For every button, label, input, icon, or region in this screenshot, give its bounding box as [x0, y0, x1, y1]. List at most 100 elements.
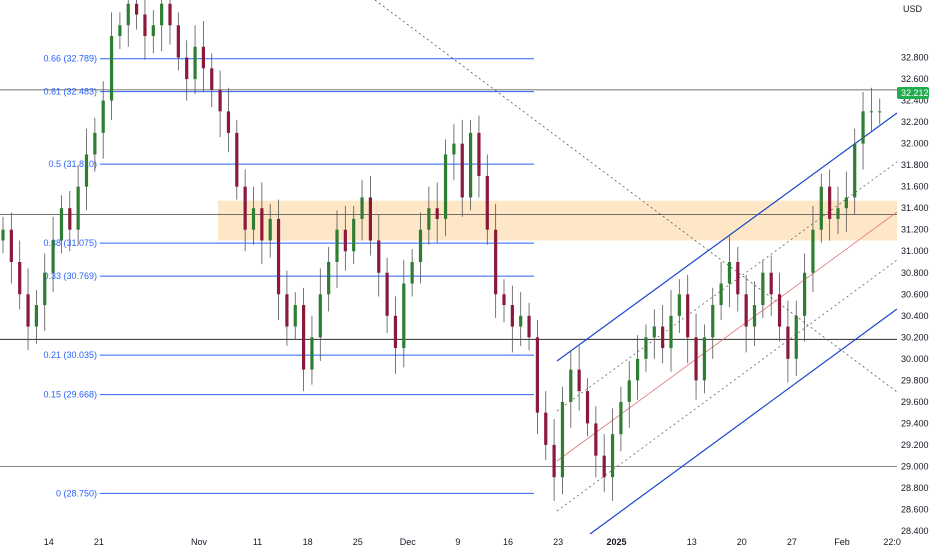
- channel-upper-inner-dotted: [556, 161, 898, 412]
- price-tick-label: 29.200: [901, 440, 929, 450]
- candle-body: [109, 36, 114, 101]
- candle-body: [786, 326, 790, 359]
- candle-body: [402, 283, 406, 349]
- price-tick-label: 30.000: [901, 354, 929, 364]
- channel-mid-line: [556, 211, 898, 462]
- candle-body: [59, 208, 64, 241]
- fib-level-label: 0.21 (30.035): [43, 350, 97, 360]
- candle-body: [185, 57, 189, 80]
- price-tick-label: 31.600: [901, 182, 929, 192]
- candle-body: [602, 455, 606, 478]
- price-tick-label: 28.600: [901, 504, 929, 514]
- candle-body: [68, 208, 72, 230]
- horizontal-lines: [0, 89, 897, 467]
- resistance-zone: [218, 200, 897, 241]
- candle-body: [878, 111, 882, 113]
- candle-body: [318, 294, 322, 338]
- candle-body: [460, 143, 464, 198]
- candle-body: [828, 186, 832, 219]
- candle-body: [594, 423, 598, 456]
- fib-level-label: 0.15 (29.668): [43, 390, 97, 400]
- time-axis[interactable]: 14 21 Nov 11 18 25 Dec 9 16 23 2025 13 20 27 Feb 22:0: [44, 537, 901, 547]
- candle-body: [702, 337, 706, 381]
- candle-body: [736, 262, 740, 295]
- channel-upper-line: [556, 112, 898, 362]
- candle-body: [285, 294, 289, 327]
- candle-body: [393, 315, 398, 349]
- price-tick-label: 31.400: [901, 203, 929, 213]
- candle-body: [819, 186, 823, 230]
- candle-body: [636, 358, 640, 381]
- fib-level-label: 0.5 (31.810): [48, 159, 97, 169]
- price-tick-label: 32.000: [901, 139, 929, 149]
- price-axis[interactable]: USD 32.800 32.600 32.400 32.200 32.000 31.800…: [901, 4, 929, 536]
- candle-body: [201, 46, 205, 69]
- candle-body: [410, 262, 414, 284]
- candle-body: [610, 434, 615, 478]
- candle-body: [193, 46, 197, 80]
- candle-body: [118, 25, 122, 37]
- candle-body: [327, 262, 331, 295]
- candle-body: [494, 229, 498, 295]
- price-tick-label: 31.200: [901, 225, 929, 235]
- candle-body: [9, 229, 13, 262]
- candle-body: [761, 272, 765, 306]
- date-tick-label: 16: [503, 537, 513, 547]
- date-tick-label: 9: [455, 537, 460, 547]
- date-tick-label: 11: [253, 537, 262, 547]
- price-tick-label: 31.000: [901, 246, 929, 256]
- candle-body: [302, 305, 306, 370]
- candle-body: [861, 111, 865, 144]
- candle-body: [519, 315, 523, 327]
- candle-body: [869, 111, 873, 113]
- candle-body: [385, 272, 389, 316]
- candle-body: [652, 326, 656, 338]
- candle-body: [435, 208, 439, 219]
- candle-body: [627, 380, 631, 402]
- candle-body: [135, 3, 139, 15]
- candle-body: [1, 229, 5, 241]
- candle-body: [719, 283, 723, 306]
- candle-body: [836, 208, 840, 219]
- candle-body: [777, 294, 782, 327]
- candle-body: [619, 401, 623, 435]
- candle-body: [176, 25, 180, 58]
- candle-body: [443, 154, 448, 219]
- current-price-badge-bg: [897, 87, 929, 99]
- candle-body: [661, 326, 665, 349]
- candlestick-series: [1, 0, 882, 501]
- channel-lower-line: [589, 308, 898, 535]
- candle-body: [343, 229, 347, 252]
- candle-body: [694, 337, 698, 381]
- candle-body: [235, 132, 239, 187]
- candle-body: [644, 337, 648, 359]
- candle-body: [560, 401, 565, 478]
- candle-body: [844, 197, 848, 209]
- candle-body: [552, 444, 556, 478]
- candle-body: [243, 186, 247, 230]
- dotted-trendline: [374, 0, 898, 393]
- candle-body: [477, 132, 481, 176]
- candle-body: [427, 208, 431, 230]
- candle-body: [268, 218, 272, 241]
- candle-body: [226, 111, 231, 133]
- date-tick-label: 25: [353, 537, 363, 547]
- candle-body: [711, 305, 715, 338]
- candle-body: [577, 369, 581, 392]
- candle-body: [218, 89, 222, 112]
- candle-body: [76, 186, 80, 230]
- candle-body: [26, 294, 30, 327]
- candle-body: [126, 3, 130, 26]
- price-tick-label: 28.800: [901, 483, 929, 493]
- date-tick-label: 23: [553, 537, 563, 547]
- candle-body: [51, 240, 55, 273]
- candle-body: [276, 218, 281, 295]
- date-tick-label: Dec: [400, 537, 417, 547]
- candle-body: [527, 315, 531, 338]
- candle-body: [293, 305, 297, 327]
- candle-body: [727, 262, 732, 284]
- candle-body: [43, 272, 47, 306]
- candle-body: [418, 229, 423, 262]
- candle-body: [352, 218, 356, 252]
